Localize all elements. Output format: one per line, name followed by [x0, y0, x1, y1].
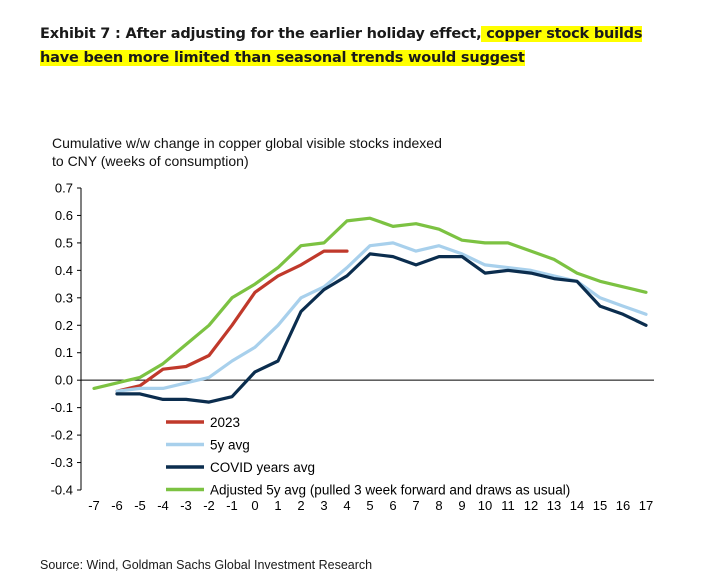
x-tick-label: 0 [251, 498, 258, 513]
x-tick-label: 13 [547, 498, 561, 513]
x-tick-label: 10 [478, 498, 492, 513]
series-lines [92, 216, 648, 404]
series-line-3 [92, 216, 648, 390]
y-tick-label: 0.3 [55, 290, 73, 305]
x-tick-label: -5 [134, 498, 146, 513]
exhibit-title: Exhibit 7 : After adjusting for the earl… [40, 22, 680, 70]
x-tick-label: -2 [203, 498, 215, 513]
x-tick-label: 7 [412, 498, 419, 513]
series-line-2 [115, 252, 648, 404]
y-tick-label: 0.6 [55, 208, 73, 223]
x-tick-label: 16 [616, 498, 630, 513]
x-tick-label: 12 [524, 498, 538, 513]
y-tick-label: -0.4 [51, 483, 73, 498]
y-tick-label: -0.3 [51, 455, 73, 470]
legend-label-0: 2023 [210, 415, 240, 430]
x-tick-label: 15 [593, 498, 607, 513]
x-tick-label: 11 [501, 498, 515, 513]
x-tick-label: 14 [570, 498, 584, 513]
legend: 2023 5y avg COVID years avg Adjusted 5y avg… [166, 415, 570, 498]
x-tick-label: 17 [639, 498, 653, 513]
y-tick-label: 0.5 [55, 235, 73, 250]
x-tick-label: -7 [88, 498, 100, 513]
chart-title: Cumulative w/w change in copper global v… [52, 135, 442, 169]
legend-label-1: 5y avg [210, 438, 250, 453]
y-tick-label: 0.1 [55, 345, 73, 360]
x-tick-label: -1 [226, 498, 238, 513]
legend-label-2: COVID years avg [210, 460, 315, 475]
x-tick-label: 3 [320, 498, 327, 513]
x-tick-label: 2 [297, 498, 304, 513]
x-tick-label: 5 [366, 498, 373, 513]
series-line-1 [115, 241, 648, 393]
x-tick-label: -6 [111, 498, 123, 513]
x-tick-label: -3 [180, 498, 192, 513]
x-tick-label: -4 [157, 498, 169, 513]
x-tick-label: 8 [435, 498, 442, 513]
y-tick-label: 0.4 [55, 263, 73, 278]
source-note: Source: Wind, Goldman Sachs Global Inves… [40, 558, 373, 572]
exhibit-title-text: Exhibit 7 : After adjusting for the earl… [40, 26, 482, 42]
y-tick-label: -0.1 [51, 400, 73, 415]
series-line-0 [115, 249, 349, 393]
x-tick-label: 4 [343, 498, 350, 513]
y-tick-label: 0.7 [55, 181, 73, 196]
axes: 0.7 0.6 0.5 0.4 0.3 0.2 0.1 0.0 -0.1 -0.2 -0.3 -0.4… [51, 181, 654, 513]
x-tick-label: 9 [458, 498, 465, 513]
legend-label-3: Adjusted 5y avg (pulled 3 week forward a… [210, 483, 570, 498]
y-tick-label: 0.0 [55, 373, 73, 388]
x-tick-label: 1 [274, 498, 281, 513]
y-tick-label: 0.2 [55, 318, 73, 333]
y-tick-label: -0.2 [51, 428, 73, 443]
x-tick-label: 6 [389, 498, 396, 513]
